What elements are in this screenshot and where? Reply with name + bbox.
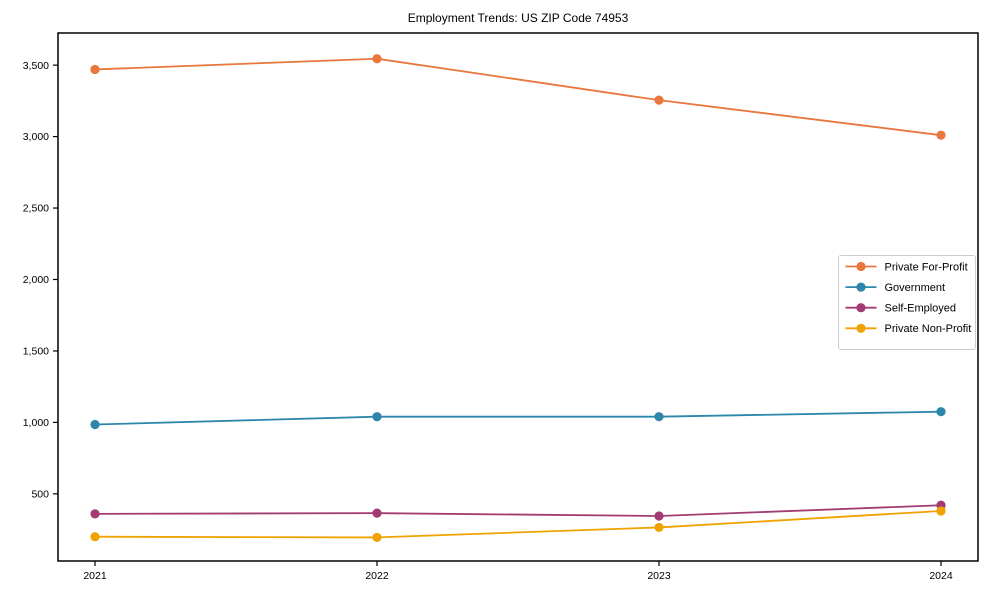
y-tick-label: 1,000 bbox=[23, 417, 49, 429]
data-point-self-employed bbox=[372, 508, 382, 518]
y-tick-label: 3,000 bbox=[23, 131, 49, 143]
data-point-private-for-profit bbox=[372, 54, 382, 64]
y-tick-label: 500 bbox=[31, 488, 49, 500]
data-point-private-non-profit bbox=[90, 532, 100, 542]
data-point-private-non-profit bbox=[372, 532, 382, 543]
legend-label: Government bbox=[885, 282, 946, 294]
plot-area: 500 1,000 1,500 2,000 2,500 3,000 3,500 2021 202… bbox=[23, 32, 979, 582]
legend-label: Self-Employed bbox=[885, 303, 957, 315]
legend-marker bbox=[856, 282, 866, 292]
data-point-government bbox=[936, 407, 946, 417]
data-point-private-non-profit bbox=[654, 522, 664, 533]
y-tick-label: 2,000 bbox=[23, 274, 49, 286]
x-tick-label: 2024 bbox=[929, 570, 953, 582]
y-tick-label: 1,500 bbox=[23, 346, 49, 358]
x-tick-label: 2023 bbox=[647, 570, 671, 582]
series-line-government bbox=[94, 410, 942, 426]
series-line-private-non-profit bbox=[94, 510, 942, 539]
series-line-self-employed bbox=[94, 504, 942, 517]
x-tick-label: 2022 bbox=[365, 570, 389, 582]
series-line-private-for-profit bbox=[94, 57, 942, 137]
legend-label: Private For-Profit bbox=[885, 261, 968, 273]
y-tick-label: 2,500 bbox=[23, 203, 49, 215]
legend: Private For-Profit Government Self-Employe… bbox=[838, 255, 976, 350]
legend-marker bbox=[856, 323, 866, 333]
data-point-private-non-profit bbox=[936, 506, 946, 516]
chart-title: Employment Trends: US ZIP Code 74953 bbox=[408, 11, 629, 25]
data-point-private-for-profit bbox=[90, 64, 100, 75]
data-point-self-employed bbox=[654, 511, 664, 521]
x-tick-label: 2021 bbox=[83, 570, 107, 582]
data-point-government bbox=[90, 419, 100, 430]
legend-label: Private Non-Profit bbox=[885, 323, 972, 335]
data-point-private-for-profit bbox=[654, 95, 664, 105]
data-point-self-employed bbox=[90, 509, 100, 519]
legend-marker bbox=[856, 303, 866, 313]
y-tick-label: 3,500 bbox=[23, 60, 49, 72]
legend-marker bbox=[856, 261, 866, 272]
legend-box bbox=[838, 255, 976, 350]
data-point-government bbox=[372, 412, 382, 422]
data-point-private-for-profit bbox=[936, 130, 946, 140]
data-point-government bbox=[654, 412, 664, 422]
